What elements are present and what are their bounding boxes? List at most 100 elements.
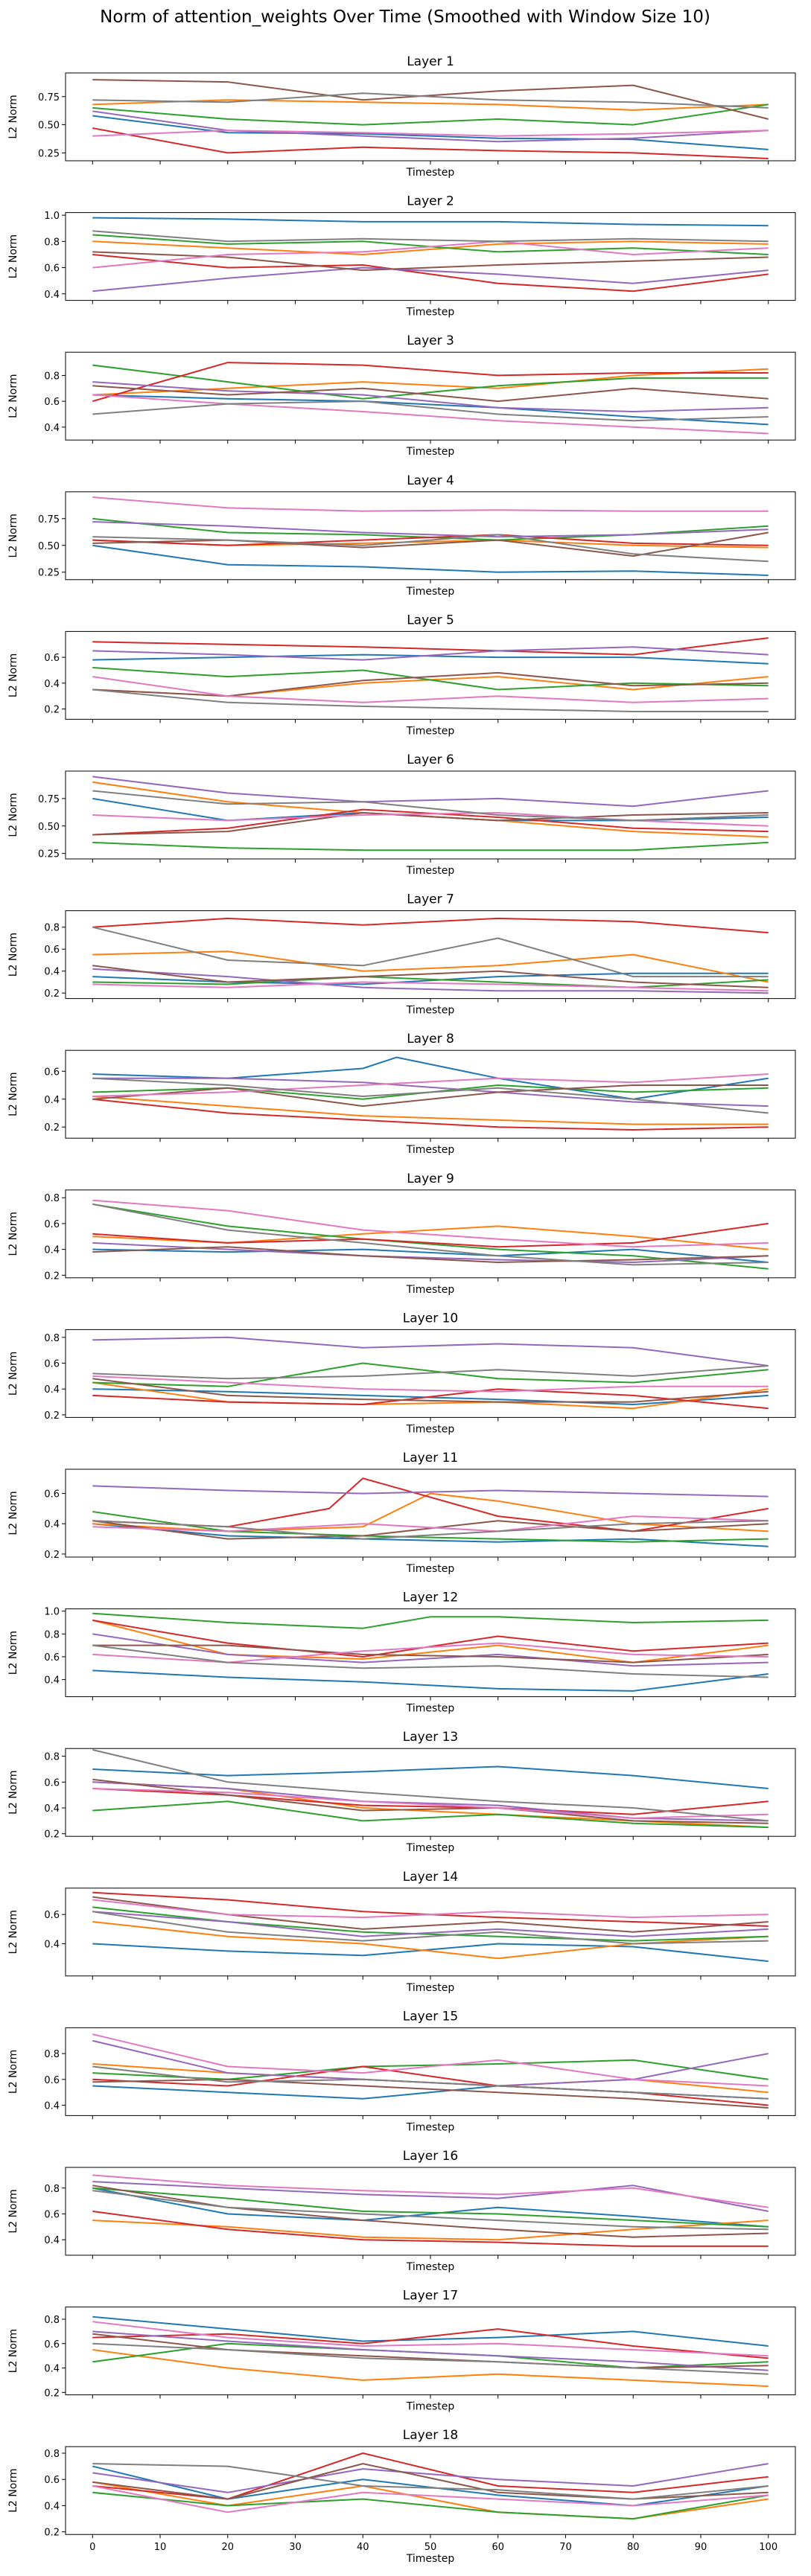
x-tick-label: 80 <box>627 2542 640 2553</box>
y-tick-label: 0.4 <box>44 1384 60 1396</box>
series-line-2 <box>92 99 769 111</box>
series-line-8 <box>92 2342 769 2375</box>
y-tick-label: 0.2 <box>44 1271 60 1282</box>
x-tick-label: 100 <box>759 2542 777 2553</box>
subplot-layer-6: Layer 6 0.25 0.50 0.75 L2 Norm Timestep <box>7 752 796 877</box>
y-tick-label: 0.6 <box>44 1489 60 1500</box>
subplot-title: Layer 11 <box>403 1451 458 1466</box>
y-tick-label: 0.8 <box>44 923 60 934</box>
subplot-layer-10: Layer 10 0.2 0.4 0.6 0.8 L2 Norm Timestep <box>7 1311 796 1435</box>
y-tick-label: 0.6 <box>44 1652 60 1663</box>
series-line-3 <box>92 667 769 691</box>
y-tick-label: 0.6 <box>44 397 60 408</box>
y-tick-label: 0.8 <box>44 2049 60 2060</box>
series-line-4 <box>92 1788 769 1815</box>
series-line-8 <box>92 688 769 712</box>
series-line-5 <box>92 1781 769 1822</box>
series-line-4 <box>92 2065 769 2106</box>
series-line-4 <box>92 254 769 293</box>
x-tick-label: 20 <box>222 2542 235 2553</box>
series-line-4 <box>92 534 769 546</box>
series-line-8 <box>92 1520 769 1540</box>
series-line-5 <box>92 1077 769 1108</box>
x-axis-label: Timestep <box>406 2553 455 2565</box>
subplot-title: Layer 4 <box>407 473 454 488</box>
y-tick-label: 0.8 <box>44 371 60 382</box>
series-line-4 <box>92 362 769 403</box>
y-tick-label: 0.4 <box>44 423 60 434</box>
y-axis-label: L2 Norm <box>7 1212 19 1256</box>
series-line-1 <box>92 2085 769 2100</box>
series-line-8 <box>92 1077 769 1114</box>
series-line-1 <box>92 2315 769 2347</box>
x-tick-label: 0 <box>89 2542 95 2553</box>
series-line-4 <box>92 1388 769 1410</box>
x-tick-label: 70 <box>559 2542 572 2553</box>
y-axis-label: L2 Norm <box>7 793 19 837</box>
subplot-title: Layer 17 <box>403 2289 458 2304</box>
y-tick-label: 0.4 <box>44 1675 60 1687</box>
subplot-title: Layer 3 <box>407 333 454 348</box>
series-line-8 <box>92 790 769 822</box>
subplot-title: Layer 6 <box>407 752 454 767</box>
series-line-6 <box>92 1520 769 1540</box>
series-line-7 <box>92 1788 769 1819</box>
subplot-title: Layer 13 <box>403 1730 458 1745</box>
axes-frame <box>65 2167 796 2256</box>
x-tick-label: 30 <box>289 2542 302 2553</box>
y-tick-label: 0.8 <box>44 2184 60 2195</box>
y-axis-label: L2 Norm <box>7 95 19 138</box>
series-line-1 <box>92 1765 769 1789</box>
series-line-5 <box>92 2039 769 2087</box>
series-line-4 <box>92 2452 769 2500</box>
y-tick-label: 0.75 <box>38 794 60 805</box>
series-line-2 <box>92 1619 769 1663</box>
x-axis-label: Timestep <box>406 865 455 877</box>
series-line-5 <box>92 1911 769 1937</box>
series-line-8 <box>92 230 769 243</box>
series-line-3 <box>92 103 769 126</box>
y-tick-label: 0.4 <box>44 679 60 690</box>
series-line-1 <box>92 1523 769 1547</box>
series-line-7 <box>92 1515 769 1533</box>
subplot-layer-18: Layer 18 0.2 0.4 0.6 0.8 L2 Norm 0 10 20 30 40 50 60… <box>7 2428 796 2565</box>
y-tick-label: 0.6 <box>44 945 60 956</box>
series-line-3 <box>92 1511 769 1543</box>
y-tick-label: 0.50 <box>38 121 60 132</box>
x-axis-label: Timestep <box>406 1423 455 1435</box>
y-tick-label: 0.6 <box>44 2339 60 2350</box>
x-axis-label: Timestep <box>406 725 455 737</box>
subplot-title: Layer 1 <box>407 54 454 69</box>
axes-frame <box>65 910 796 1000</box>
y-tick-label: 0.25 <box>38 849 60 860</box>
y-axis-label: L2 Norm <box>7 933 19 977</box>
y-tick-label: 0.4 <box>44 1245 60 1256</box>
series-line-7 <box>92 2033 769 2087</box>
y-tick-label: 0.8 <box>44 237 60 248</box>
series-line-1 <box>92 217 769 227</box>
series-line-4 <box>92 917 769 934</box>
series-line-8 <box>92 1203 769 1266</box>
y-axis-label: L2 Norm <box>7 1352 19 1396</box>
series-line-5 <box>92 1633 769 1667</box>
series-line-5 <box>92 521 769 538</box>
series-line-7 <box>92 1073 769 1097</box>
y-tick-label: 0.25 <box>38 568 60 579</box>
series-line-5 <box>92 381 769 412</box>
y-tick-label: 0.8 <box>44 1752 60 1763</box>
series-line-8 <box>92 926 769 978</box>
y-axis-label: L2 Norm <box>7 1771 19 1815</box>
y-tick-label: 0.25 <box>38 148 60 159</box>
series-line-5 <box>92 110 769 143</box>
y-tick-label: 0.4 <box>44 2101 60 2112</box>
series-line-6 <box>92 251 769 272</box>
subplot-title: Layer 18 <box>403 2428 458 2443</box>
figure-title: Norm of attention_weights Over Time (Smo… <box>100 7 710 27</box>
x-tick-label: 40 <box>357 2542 369 2553</box>
y-tick-label: 1.0 <box>44 211 60 222</box>
y-tick-label: 0.6 <box>44 1067 60 1078</box>
x-tick-label: 50 <box>424 2542 437 2553</box>
y-tick-label: 0.8 <box>44 1193 60 1204</box>
series-line-5 <box>92 2463 769 2493</box>
series-line-7 <box>92 812 769 827</box>
